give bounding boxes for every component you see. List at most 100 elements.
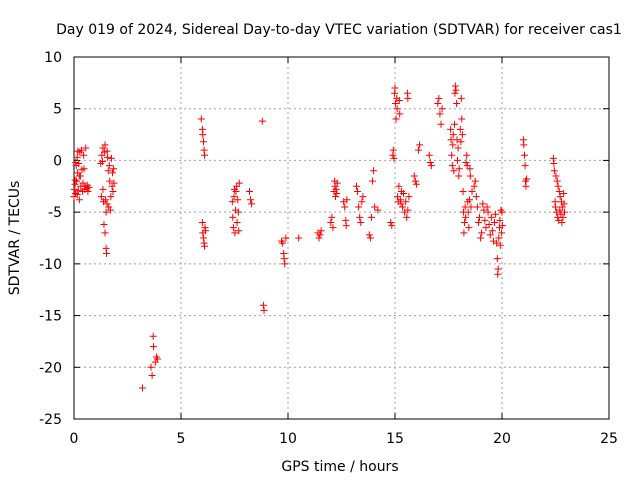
data-point	[452, 86, 460, 94]
data-point	[232, 187, 240, 195]
data-point	[457, 94, 465, 102]
data-point	[366, 234, 374, 242]
data-point	[523, 175, 531, 183]
data-point	[230, 193, 238, 201]
data-point	[201, 242, 209, 250]
data-point	[72, 158, 80, 166]
data-point	[104, 167, 112, 175]
data-point	[258, 117, 266, 125]
axis-ticks	[73, 56, 610, 420]
data-point	[371, 203, 379, 211]
data-point	[97, 193, 105, 201]
data-point	[198, 218, 206, 226]
data-point	[447, 125, 455, 133]
data-point	[457, 138, 465, 146]
data-point	[466, 172, 474, 180]
data-point	[485, 221, 493, 229]
data-point	[495, 234, 503, 242]
data-point	[448, 151, 456, 159]
data-point	[356, 213, 364, 221]
data-point	[279, 239, 287, 247]
data-point	[461, 218, 469, 226]
data-point	[100, 221, 108, 229]
data-point	[138, 384, 146, 392]
data-point	[478, 229, 486, 237]
x-tick-label: 20	[493, 431, 511, 447]
data-point	[104, 153, 112, 161]
data-point	[554, 182, 562, 190]
data-point	[487, 213, 495, 221]
data-point	[467, 203, 475, 211]
data-point	[411, 177, 419, 185]
data-point	[471, 177, 479, 185]
data-points	[70, 82, 568, 392]
data-point	[260, 306, 268, 314]
data-point	[101, 196, 109, 204]
data-point	[392, 115, 400, 123]
data-point	[552, 172, 560, 180]
data-point	[235, 179, 243, 187]
data-point	[558, 218, 566, 226]
data-point	[71, 180, 79, 188]
data-point	[458, 115, 466, 123]
data-point	[415, 146, 423, 154]
data-point	[483, 203, 491, 211]
data-point	[404, 206, 412, 214]
data-point	[315, 234, 323, 242]
data-point	[234, 196, 242, 204]
data-point	[479, 200, 487, 208]
data-point	[520, 151, 528, 159]
data-point	[498, 222, 506, 230]
x-tick-label: 10	[279, 431, 297, 447]
data-point	[453, 136, 461, 144]
data-point	[437, 120, 445, 128]
data-point	[110, 179, 118, 187]
data-point	[425, 151, 433, 159]
data-point	[464, 208, 472, 216]
y-tick-label: 0	[53, 153, 62, 169]
data-point	[365, 231, 373, 239]
data-point	[327, 218, 335, 226]
data-point	[492, 210, 500, 218]
data-point	[74, 186, 82, 194]
y-tick-label: 10	[44, 50, 62, 66]
data-point	[107, 154, 115, 162]
data-point	[472, 193, 480, 201]
data-point	[352, 182, 360, 190]
data-point	[391, 84, 399, 92]
data-point	[199, 138, 207, 146]
data-point	[202, 227, 210, 235]
data-point	[466, 165, 474, 173]
data-point	[400, 190, 408, 198]
data-point	[459, 187, 467, 195]
data-point	[405, 193, 413, 201]
data-point	[463, 151, 471, 159]
data-point	[103, 250, 111, 258]
x-tick-label: 15	[386, 431, 404, 447]
data-point	[453, 100, 461, 108]
data-point	[355, 203, 363, 211]
data-point	[451, 89, 459, 97]
data-point	[370, 167, 378, 175]
data-point	[259, 301, 267, 309]
data-point	[197, 115, 205, 123]
data-point	[398, 203, 406, 211]
data-point	[465, 224, 473, 232]
data-point	[396, 110, 404, 118]
data-point	[480, 206, 488, 214]
data-point	[333, 179, 341, 187]
data-point	[74, 147, 82, 155]
data-point	[109, 187, 117, 195]
tick-labels: 0 5 10 15 20 25 10 5 0 -5 -10 -15 -20 -25	[39, 50, 618, 447]
data-point	[427, 162, 435, 170]
data-point	[99, 185, 107, 193]
data-point	[106, 177, 114, 185]
data-point	[328, 213, 336, 221]
data-point	[354, 187, 362, 195]
data-point	[455, 172, 463, 180]
data-point	[450, 167, 458, 175]
plot-frame	[73, 56, 610, 420]
data-point	[103, 200, 111, 208]
x-tick-label: 0	[70, 431, 79, 447]
data-point	[84, 187, 92, 195]
